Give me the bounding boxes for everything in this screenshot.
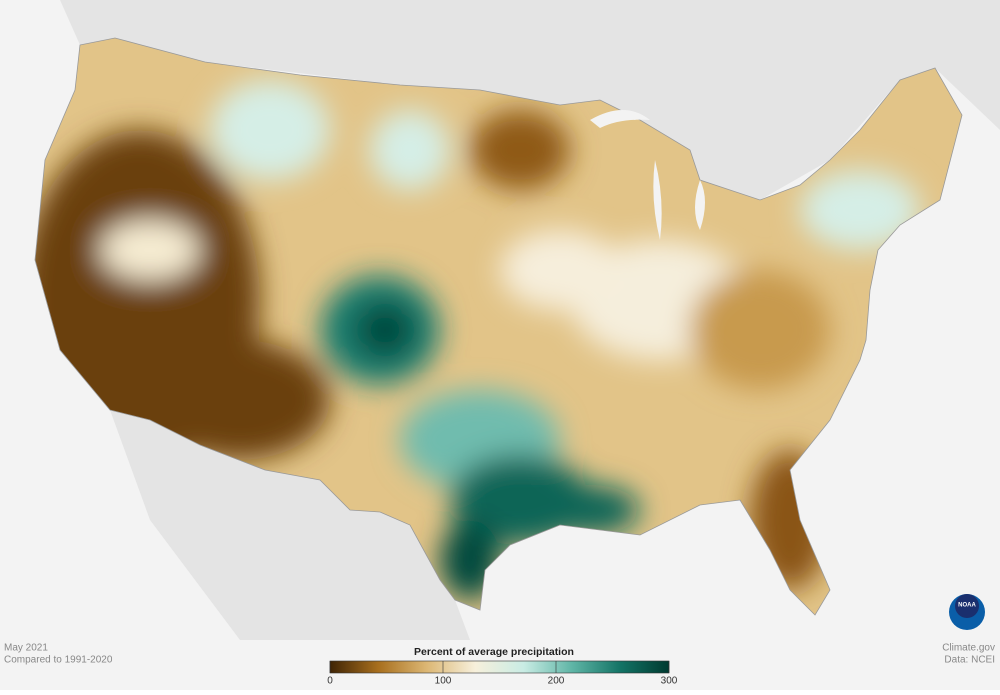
site-credit: Climate.gov <box>942 643 995 654</box>
mexico <box>110 410 470 640</box>
legend: 0 100 200 300 <box>327 660 678 687</box>
baseline: Compared to 1991-2020 <box>4 655 113 666</box>
logo-text: NOAA <box>958 603 976 609</box>
great-lakes <box>590 110 705 240</box>
color-bar <box>329 660 670 674</box>
noaa-logo: NOAA <box>949 594 985 630</box>
tick-label: 200 <box>548 676 565 687</box>
tick-label: 0 <box>327 676 333 687</box>
canada <box>0 0 1000 200</box>
tick-label: 100 <box>435 676 452 687</box>
data-credit: Data: NCEI <box>944 655 995 666</box>
tick-label: 300 <box>661 676 678 687</box>
date: May 2021 <box>4 643 48 654</box>
legend-title: Percent of average precipitation <box>414 646 574 658</box>
